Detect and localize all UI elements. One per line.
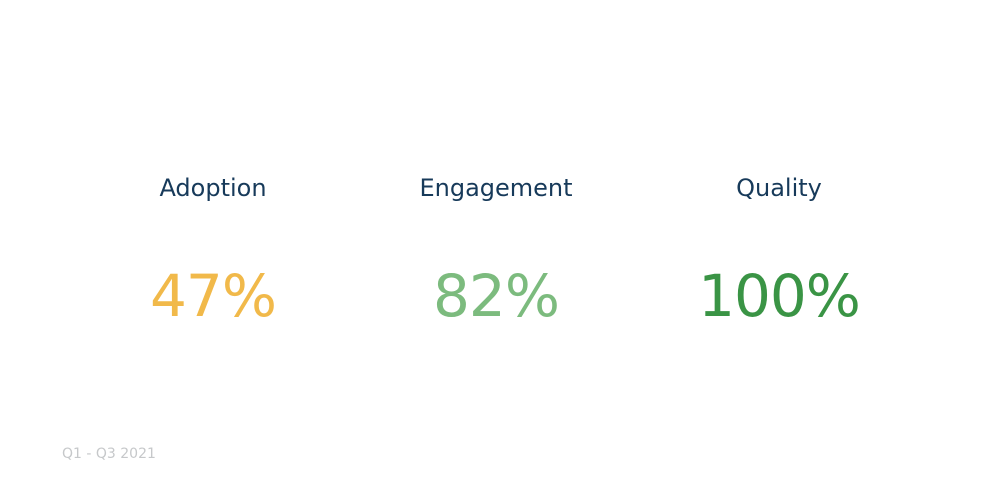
metric-value: 47% xyxy=(150,262,277,330)
metric-value: 82% xyxy=(433,262,560,330)
metric-label: Quality xyxy=(736,174,822,202)
metric-card: Adoption 47% xyxy=(73,168,353,336)
metric-card: Engagement 82% xyxy=(356,168,636,336)
metric-card: Quality 100% xyxy=(639,168,919,336)
period-label: Q1 - Q3 2021 xyxy=(62,446,156,462)
metric-value: 100% xyxy=(698,262,861,330)
metric-label: Engagement xyxy=(419,174,573,202)
metric-label: Adoption xyxy=(159,174,267,202)
